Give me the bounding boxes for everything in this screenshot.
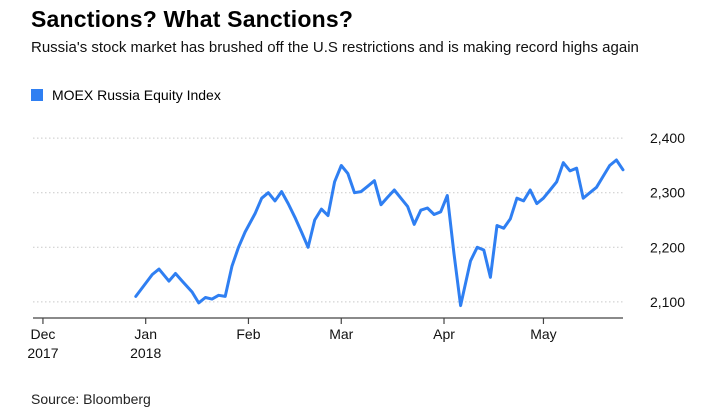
source-note: Source: Bloomberg (31, 391, 151, 407)
x-tick-label: Apr (433, 326, 455, 342)
x-tick-label: Feb (236, 326, 260, 342)
x-tick-sublabel: 2017 (27, 345, 58, 361)
legend-label: MOEX Russia Equity Index (52, 87, 221, 103)
chart-title: Sanctions? What Sanctions? (31, 6, 354, 32)
x-tick-label: Jan (134, 326, 157, 342)
legend-swatch (31, 89, 43, 101)
x-tick-sublabel: 2018 (130, 345, 161, 361)
y-tick-label: 2,100 (650, 294, 685, 310)
chart-subtitle: Russia's stock market has brushed off th… (31, 39, 639, 56)
y-tick-label: 2,400 (650, 130, 685, 146)
y-tick-label: 2,200 (650, 239, 685, 255)
legend: MOEX Russia Equity Index (31, 87, 221, 103)
x-tick-label: May (530, 326, 556, 342)
y-tick-label: 2,300 (650, 185, 685, 201)
x-tick-label: Mar (329, 326, 353, 342)
x-tick-label: Dec (30, 326, 55, 342)
series-line (134, 158, 625, 308)
